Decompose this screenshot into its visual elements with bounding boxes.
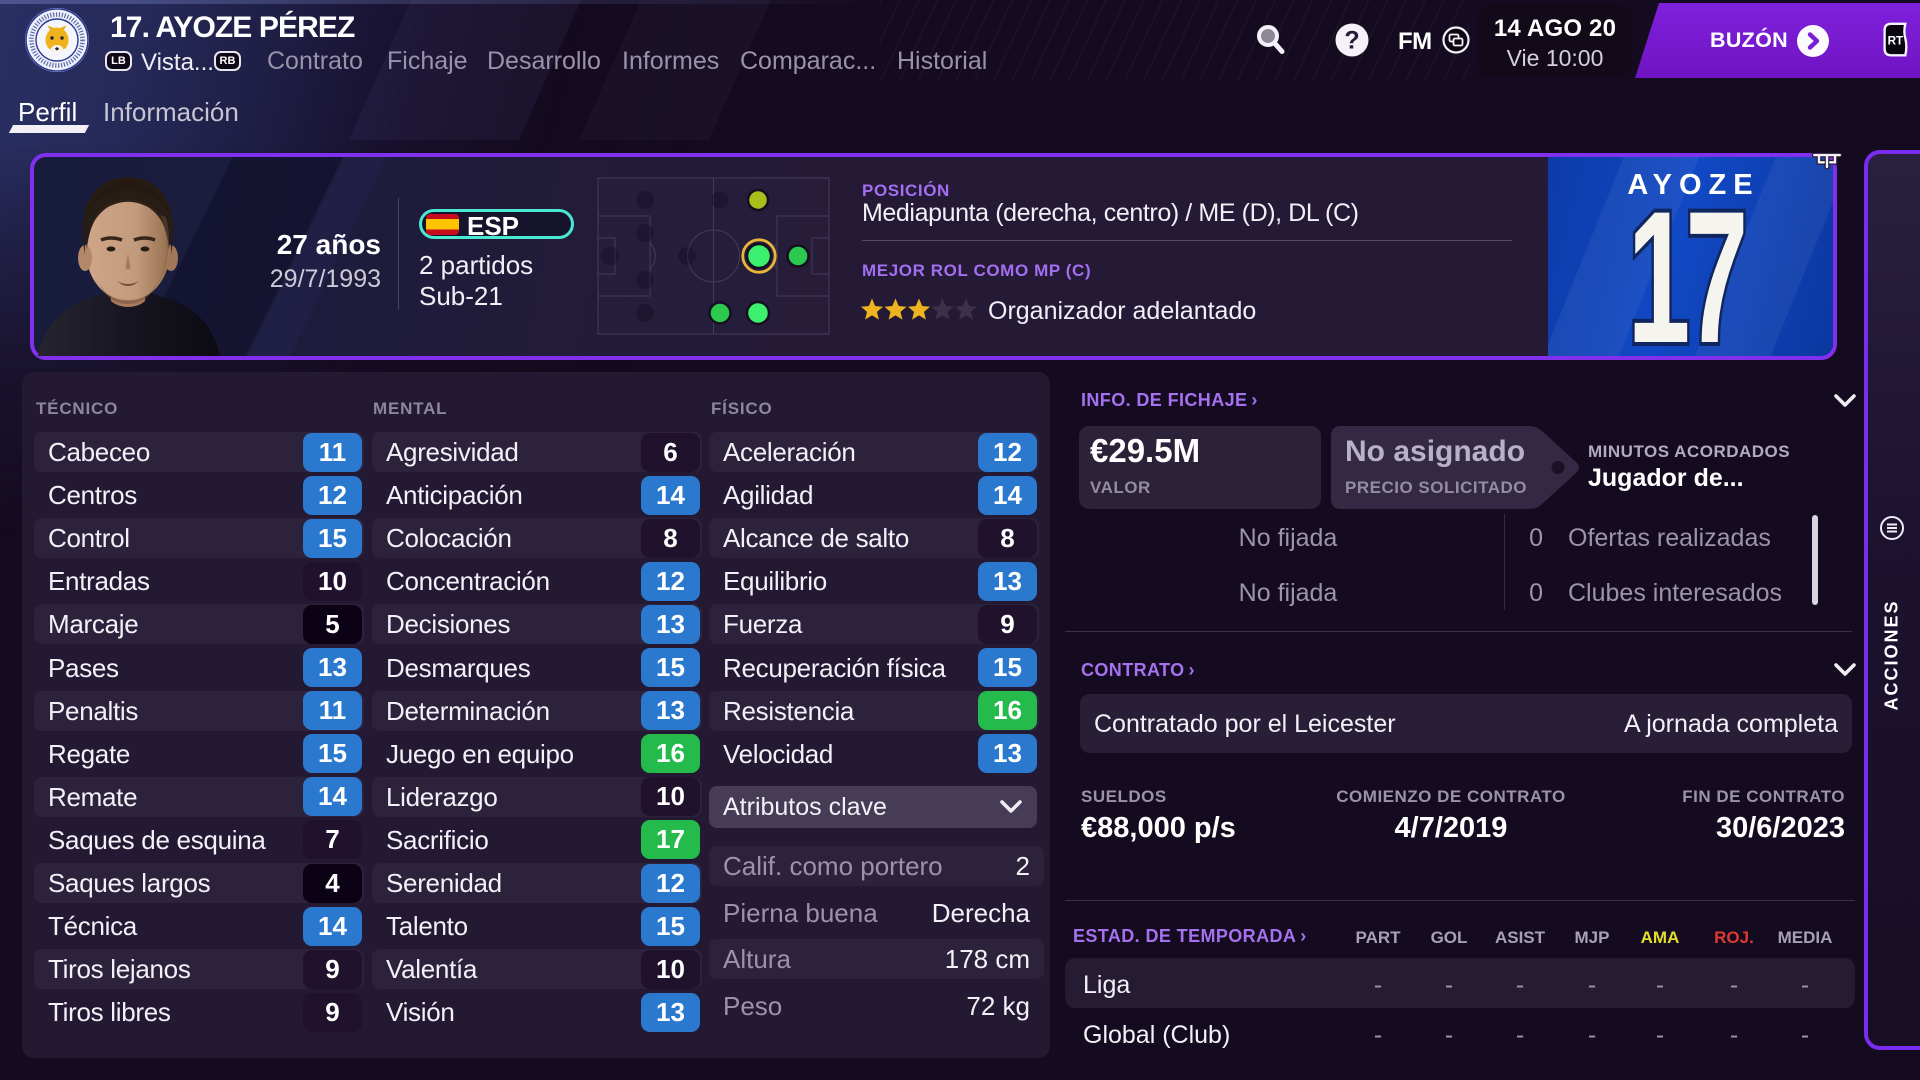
svg-text:RT: RT [1888, 35, 1904, 48]
svg-text:?: ? [1344, 27, 1359, 55]
